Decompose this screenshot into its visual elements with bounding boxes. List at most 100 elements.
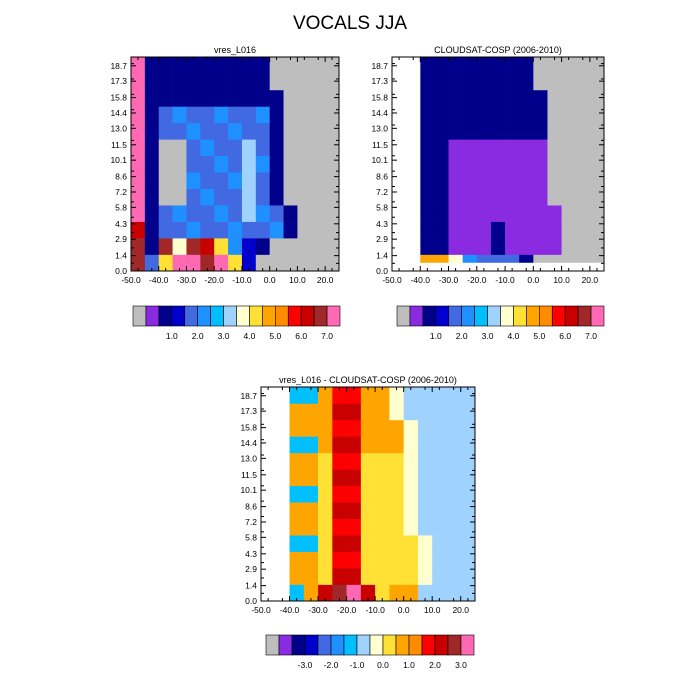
heatmap-cell	[228, 172, 243, 189]
heatmap-cell	[533, 57, 548, 74]
heatmap-cell	[255, 122, 270, 140]
heatmap-cell	[332, 469, 347, 487]
x-tick-label: -50.0	[121, 275, 141, 285]
heatmap-cell	[283, 172, 298, 189]
heatmap-cell	[389, 436, 404, 454]
heatmap-cell	[505, 106, 520, 124]
heatmap-cell	[297, 254, 312, 272]
colorbar-label: 2.0	[192, 331, 204, 341]
heatmap-cell	[144, 188, 160, 206]
heatmap-cell	[186, 188, 201, 206]
heatmap-cell	[434, 89, 449, 107]
y-tick-label: 14.4	[110, 108, 127, 118]
heatmap-cell	[575, 106, 591, 124]
colorbar-swatch	[422, 305, 437, 327]
heatmap-cell	[417, 584, 433, 602]
y-tick-label: 17.3	[371, 76, 388, 86]
y-tick-label: 7.2	[115, 187, 127, 197]
heatmap-cell	[131, 89, 146, 107]
heatmap-cell	[589, 238, 605, 255]
heatmap-cell	[360, 419, 376, 437]
heatmap-cell	[283, 155, 298, 173]
heatmap-cell	[533, 139, 548, 157]
heatmap-cell	[575, 172, 591, 189]
heatmap-cell	[228, 155, 243, 173]
heatmap-cell	[131, 122, 146, 140]
heatmap-cell	[417, 485, 433, 503]
heatmap-cell	[417, 403, 433, 421]
heatmap-cell	[303, 518, 319, 536]
heatmap-cell	[432, 403, 447, 421]
heatmap-cell	[547, 172, 562, 189]
heatmap-cell	[505, 221, 520, 239]
x-tick-label: -10.0	[232, 275, 252, 285]
heatmap-cell	[144, 155, 160, 173]
heatmap-cell	[346, 387, 362, 404]
heatmap-cell	[144, 205, 160, 222]
heatmap-cell	[144, 122, 160, 140]
heatmap-cell	[283, 221, 298, 239]
y-tick-label: 11.5	[241, 470, 257, 480]
heatmap-cell	[448, 122, 463, 140]
heatmap-cell	[505, 172, 520, 189]
heatmap-cell	[332, 403, 347, 421]
y-tick-label: 2.9	[245, 564, 257, 574]
heatmap-cell	[158, 122, 173, 140]
heatmap-cell	[403, 485, 419, 503]
heatmap-cell	[389, 551, 404, 569]
heatmap-cell	[417, 436, 433, 454]
heatmap-cell	[403, 436, 419, 454]
heatmap-cell	[561, 205, 577, 222]
y-tick-label: 10.1	[110, 155, 127, 165]
heatmap-cell	[434, 205, 449, 222]
heatmap-cell	[561, 238, 577, 255]
heatmap-cell	[214, 106, 229, 124]
heatmap-cell	[172, 238, 187, 255]
heatmap-cell	[346, 502, 362, 519]
heatmap-cell	[346, 469, 362, 487]
heatmap-cell	[269, 238, 284, 255]
heatmap-cell	[432, 387, 447, 404]
colorbar-swatch	[564, 305, 579, 327]
heatmap-cell	[420, 221, 435, 239]
y-tick-label: 5.8	[115, 202, 127, 212]
heatmap-cell	[434, 238, 449, 255]
heatmap-cell	[375, 535, 390, 552]
heatmap-cell	[289, 502, 305, 519]
heatmap-cell	[403, 518, 419, 536]
heatmap-cell	[389, 469, 404, 487]
heatmap-cell	[131, 155, 146, 173]
colorbar: 1.0 2.0 3.0 4.0 5.0 6.0 7.0	[132, 305, 341, 341]
heatmap-cell	[460, 403, 476, 421]
colorbar-label: 4.0	[244, 331, 256, 341]
heatmap-cell	[561, 57, 577, 74]
heatmap-cell	[547, 155, 562, 173]
y-tick-label: 2.9	[376, 234, 388, 244]
heatmap-cell	[448, 221, 463, 239]
heatmap-cell	[200, 221, 215, 239]
colorbar-label: 6.0	[295, 331, 307, 341]
heatmap-cell	[389, 485, 404, 503]
heatmap-cell	[172, 57, 187, 74]
heatmap-cell	[172, 139, 187, 157]
x-tick-label: 10.0	[289, 275, 306, 285]
heatmap-cell	[490, 221, 506, 239]
heatmap-cell	[311, 205, 326, 222]
x-tick-label: -40.0	[280, 605, 300, 615]
heatmap-cell	[228, 73, 243, 91]
heatmap-cell	[375, 485, 390, 503]
heatmap-cell	[214, 73, 229, 91]
heatmap-cell	[360, 387, 376, 404]
heatmap-cell	[297, 172, 312, 189]
y-tick-label: 0.0	[245, 596, 257, 606]
x-tick-label: -50.0	[382, 275, 402, 285]
heatmap-cell	[561, 89, 577, 107]
heatmap-cell	[462, 221, 478, 239]
y-tick-label: 15.8	[240, 423, 257, 433]
heatmap-cell	[241, 139, 257, 157]
heatmap-cell	[490, 89, 506, 107]
heatmap-cell	[325, 106, 340, 124]
heatmap-cell	[346, 584, 362, 602]
heatmap-cell	[318, 387, 333, 404]
heatmap-cell	[448, 188, 463, 206]
